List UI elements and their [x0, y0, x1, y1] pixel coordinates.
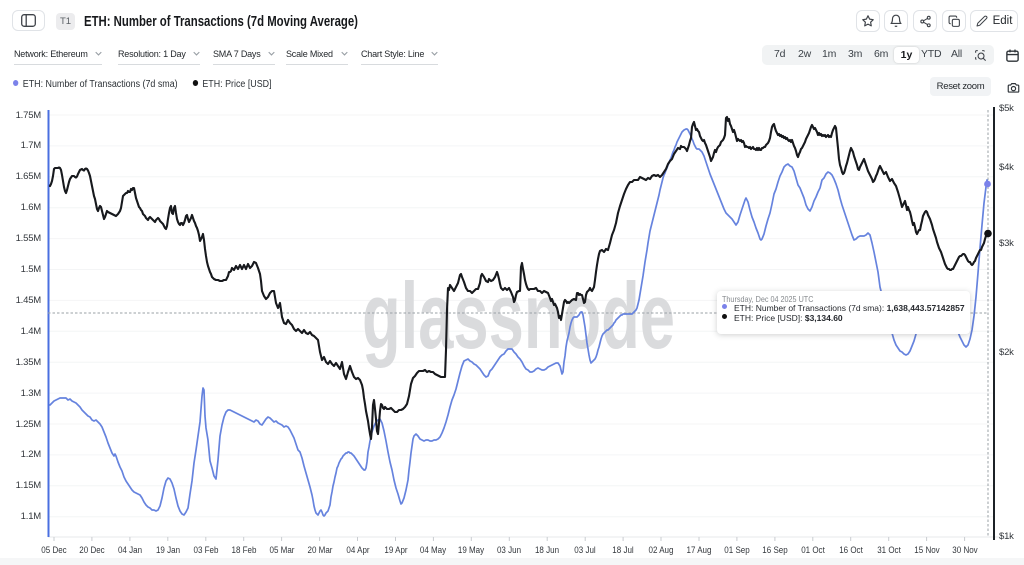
svg-text:glassnode: glassnode: [362, 263, 675, 368]
